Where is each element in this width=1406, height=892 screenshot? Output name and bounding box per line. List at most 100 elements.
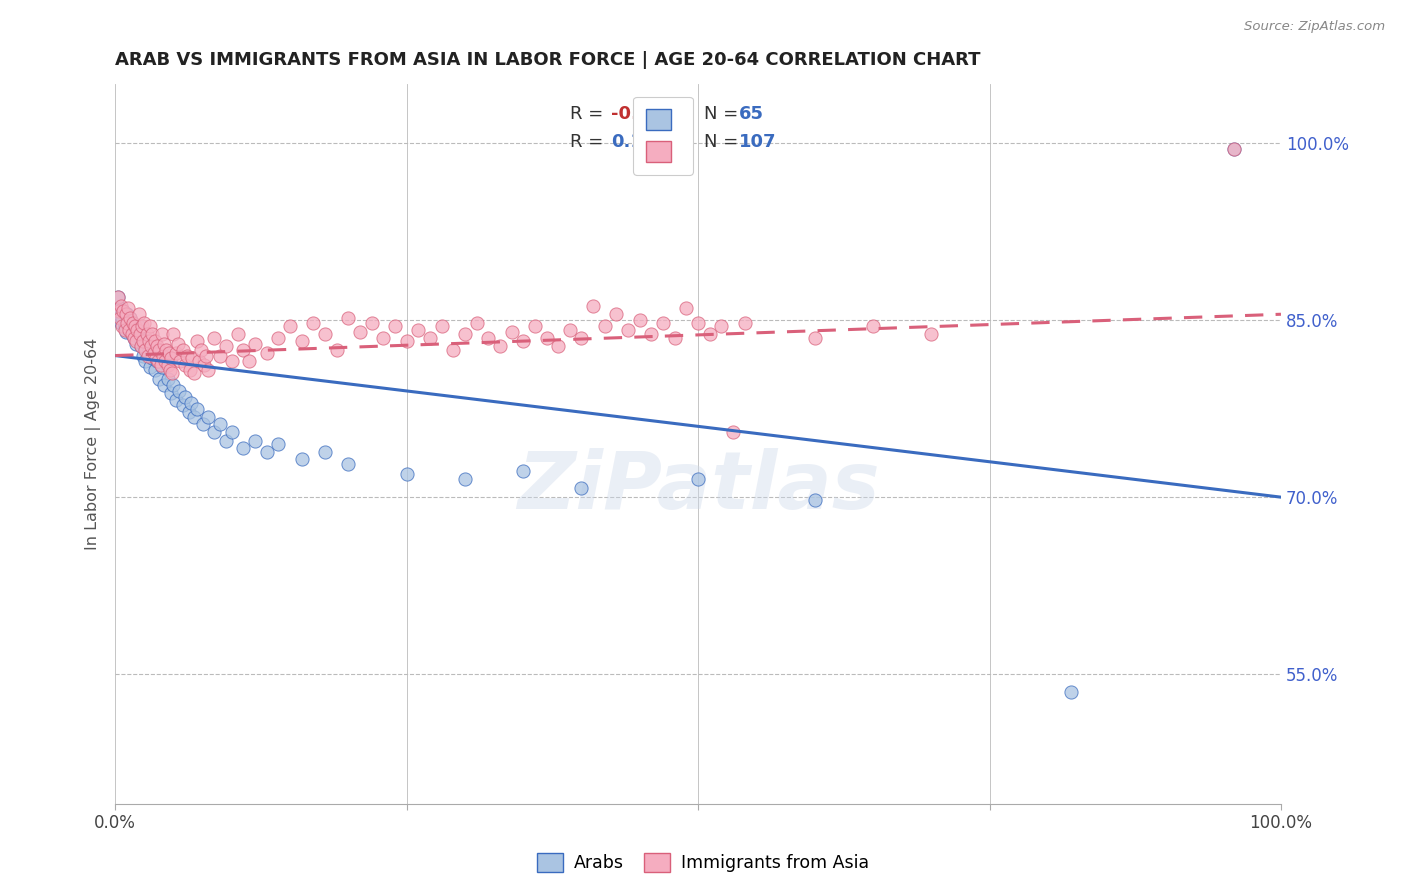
Point [124,319,146,334]
Point [167,336,190,351]
Point [162,327,184,342]
Point [142,346,165,360]
Point [652,316,675,330]
Point [1060,685,1083,699]
Point [117,316,139,330]
Point [558,322,581,336]
Point [118,322,141,336]
Point [111,310,134,325]
Point [349,325,371,339]
Point [134,339,156,353]
Point [191,417,214,431]
Point [384,319,406,334]
Point [169,354,191,368]
Y-axis label: In Labor Force | Age 20-64: In Labor Force | Age 20-64 [86,338,101,550]
Point [114,322,136,336]
Point [360,316,382,330]
Point [512,334,534,349]
Legend: , : , [633,96,693,175]
Text: 107: 107 [740,133,776,151]
Point [734,316,756,330]
Point [183,409,205,424]
Point [149,358,172,372]
Point [232,441,254,455]
Point [512,464,534,478]
Point [536,331,558,345]
Point [314,445,336,459]
Point [135,327,157,342]
Point [146,354,169,368]
Point [155,343,177,357]
Point [156,358,179,372]
Point [150,360,173,375]
Point [571,481,593,495]
Point [125,334,148,349]
Point [501,325,523,339]
Point [138,334,160,349]
Point [267,331,290,345]
Point [605,307,627,321]
Point [215,339,238,353]
Point [134,343,156,357]
Point [114,319,136,334]
Point [430,319,453,334]
Point [156,372,179,386]
Point [165,393,187,408]
Point [165,346,187,360]
Point [232,343,254,357]
Point [114,307,136,321]
Point [291,452,314,467]
Point [686,473,709,487]
Text: N =: N = [704,104,744,123]
Point [127,322,149,336]
Point [441,343,464,357]
Point [337,310,360,325]
Point [122,331,145,345]
Point [465,316,488,330]
Point [120,310,142,325]
Point [302,316,325,330]
Point [121,327,143,342]
Point [179,362,201,376]
Point [640,327,662,342]
Point [117,301,139,316]
Point [195,349,218,363]
Point [314,327,336,342]
Point [143,334,166,349]
Point [107,307,129,321]
Point [134,354,156,368]
Point [197,362,219,376]
Point [107,289,129,303]
Point [454,327,477,342]
Point [127,327,149,342]
Point [136,346,159,360]
Point [129,339,152,353]
Text: Source: ZipAtlas.com: Source: ZipAtlas.com [1244,20,1385,33]
Point [148,354,170,368]
Point [710,319,733,334]
Point [115,316,138,330]
Point [256,346,278,360]
Point [112,303,135,318]
Point [628,313,651,327]
Point [920,327,942,342]
Point [180,396,202,410]
Point [115,307,138,321]
Text: N =: N = [704,133,744,151]
Point [148,343,170,357]
Point [141,339,163,353]
Point [136,349,159,363]
Point [190,343,212,357]
Point [153,378,176,392]
Point [325,343,347,357]
Point [238,354,260,368]
Point [174,358,197,372]
Point [111,319,134,334]
Point [108,301,131,316]
Point [209,349,232,363]
Point [110,299,132,313]
Point [176,349,198,363]
Point [143,362,166,376]
Point [128,307,150,321]
Point [267,437,290,451]
